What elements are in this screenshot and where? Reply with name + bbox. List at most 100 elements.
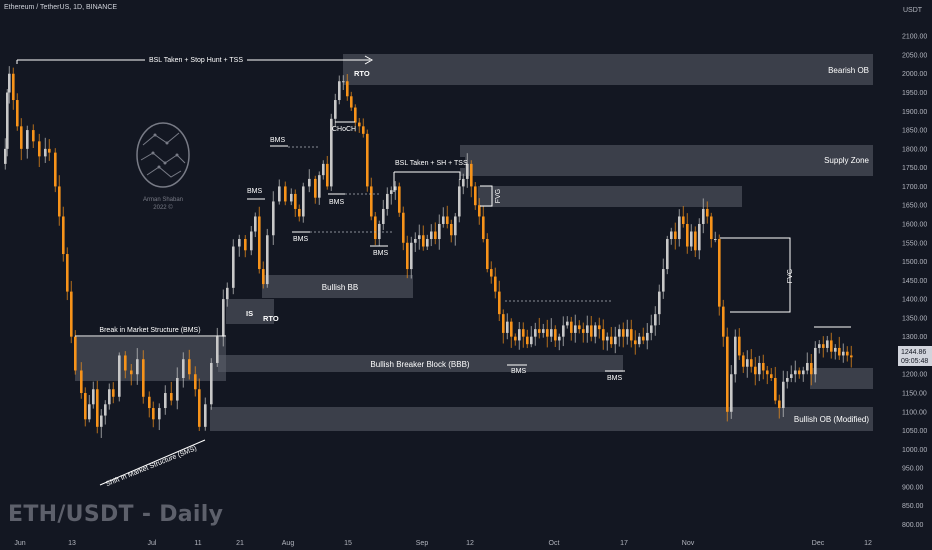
candle-body[interactable] [96, 389, 99, 427]
candle-body[interactable] [272, 201, 275, 236]
candle-body[interactable] [66, 254, 69, 292]
candle-body[interactable] [430, 231, 433, 240]
candle-body[interactable] [176, 377, 179, 401]
candle-body[interactable] [232, 246, 235, 288]
candle-body[interactable] [164, 393, 167, 409]
candle-body[interactable] [16, 100, 19, 127]
candle-body[interactable] [406, 242, 409, 270]
candle-body[interactable] [590, 325, 593, 337]
candle-body[interactable] [822, 344, 825, 348]
candle-body[interactable] [330, 118, 333, 187]
candle-body[interactable] [254, 216, 257, 232]
candle-body[interactable] [734, 336, 737, 375]
candle-body[interactable] [518, 329, 521, 341]
candle-body[interactable] [148, 396, 151, 409]
candle-body[interactable] [222, 299, 225, 337]
candle-body[interactable] [308, 178, 311, 187]
candle-body[interactable] [354, 107, 357, 123]
candle-body[interactable] [290, 193, 293, 202]
candle-body[interactable] [92, 389, 95, 405]
candle-body[interactable] [112, 389, 115, 397]
supply-zone[interactable] [460, 145, 873, 176]
candle-body[interactable] [654, 314, 657, 326]
candle-body[interactable] [402, 212, 405, 243]
candle-body[interactable] [522, 329, 525, 337]
candle-body[interactable] [574, 325, 577, 333]
candle-body[interactable] [498, 291, 501, 315]
candle-body[interactable] [706, 208, 709, 217]
candle-body[interactable] [318, 175, 321, 198]
candle-body[interactable] [418, 235, 421, 240]
candle-body[interactable] [554, 329, 557, 341]
candle-body[interactable] [570, 321, 573, 333]
candle-body[interactable] [766, 370, 769, 375]
candle-body[interactable] [262, 269, 265, 285]
candle-body[interactable] [482, 216, 485, 240]
candle-body[interactable] [466, 163, 469, 179]
candle-body[interactable] [710, 216, 713, 240]
candle-body[interactable] [842, 351, 845, 356]
candle-body[interactable] [188, 359, 191, 375]
candle-body[interactable] [118, 355, 121, 397]
candle-body[interactable] [142, 359, 145, 397]
candle-body[interactable] [606, 336, 609, 341]
candle-body[interactable] [194, 374, 197, 390]
candle-body[interactable] [88, 404, 91, 420]
candle-body[interactable] [278, 186, 281, 202]
candle-body[interactable] [158, 408, 161, 420]
candle-body[interactable] [70, 291, 73, 337]
candle-body[interactable] [758, 362, 761, 375]
candle-body[interactable] [414, 239, 417, 243]
candle-body[interactable] [490, 269, 493, 277]
candle-body[interactable] [794, 370, 797, 375]
candle-body[interactable] [726, 336, 729, 412]
candle-body[interactable] [378, 223, 381, 240]
candle-body[interactable] [12, 73, 15, 101]
candle-body[interactable] [534, 329, 537, 337]
candle-body[interactable] [626, 329, 629, 337]
candle-body[interactable] [198, 389, 201, 427]
candle-body[interactable] [170, 393, 173, 401]
candle-body[interactable] [474, 186, 477, 206]
candle-body[interactable] [506, 321, 509, 333]
candle-body[interactable] [550, 329, 553, 337]
candle-body[interactable] [478, 205, 481, 217]
candle-body[interactable] [638, 336, 641, 345]
candle-body[interactable] [802, 370, 805, 375]
candle-body[interactable] [446, 216, 449, 224]
candle-body[interactable] [494, 276, 497, 292]
candle-body[interactable] [226, 287, 229, 300]
candle-body[interactable] [674, 231, 677, 240]
candle-body[interactable] [326, 163, 329, 187]
candle-body[interactable] [182, 359, 185, 378]
candle-body[interactable] [370, 186, 373, 217]
candle-body[interactable] [216, 336, 219, 363]
candle-body[interactable] [846, 351, 849, 356]
candle-body[interactable] [130, 370, 133, 375]
candle-body[interactable] [382, 208, 385, 224]
candle-body[interactable] [8, 73, 11, 93]
candle-body[interactable] [682, 216, 685, 224]
candle-body[interactable] [204, 404, 207, 427]
candle-body[interactable] [722, 306, 725, 337]
candle-body[interactable] [834, 347, 837, 352]
candle-body[interactable] [438, 223, 441, 240]
candle-body[interactable] [44, 148, 47, 157]
candle-body[interactable] [434, 231, 437, 240]
candle-body[interactable] [298, 208, 301, 217]
candle-body[interactable] [454, 216, 457, 236]
candle-body[interactable] [462, 178, 465, 187]
candle-body[interactable] [658, 291, 661, 315]
candle-body[interactable] [38, 141, 41, 157]
candle-body[interactable] [750, 359, 753, 367]
candle-body[interactable] [514, 336, 517, 341]
candle-body[interactable] [20, 126, 23, 149]
candle-body[interactable] [542, 329, 545, 333]
bearish-ob-zone[interactable] [343, 54, 873, 85]
candle-body[interactable] [546, 329, 549, 337]
candle-body[interactable] [562, 325, 565, 337]
candle-body[interactable] [74, 336, 77, 371]
candle-body[interactable] [602, 329, 605, 341]
bullish-ob-zone[interactable] [210, 407, 873, 431]
